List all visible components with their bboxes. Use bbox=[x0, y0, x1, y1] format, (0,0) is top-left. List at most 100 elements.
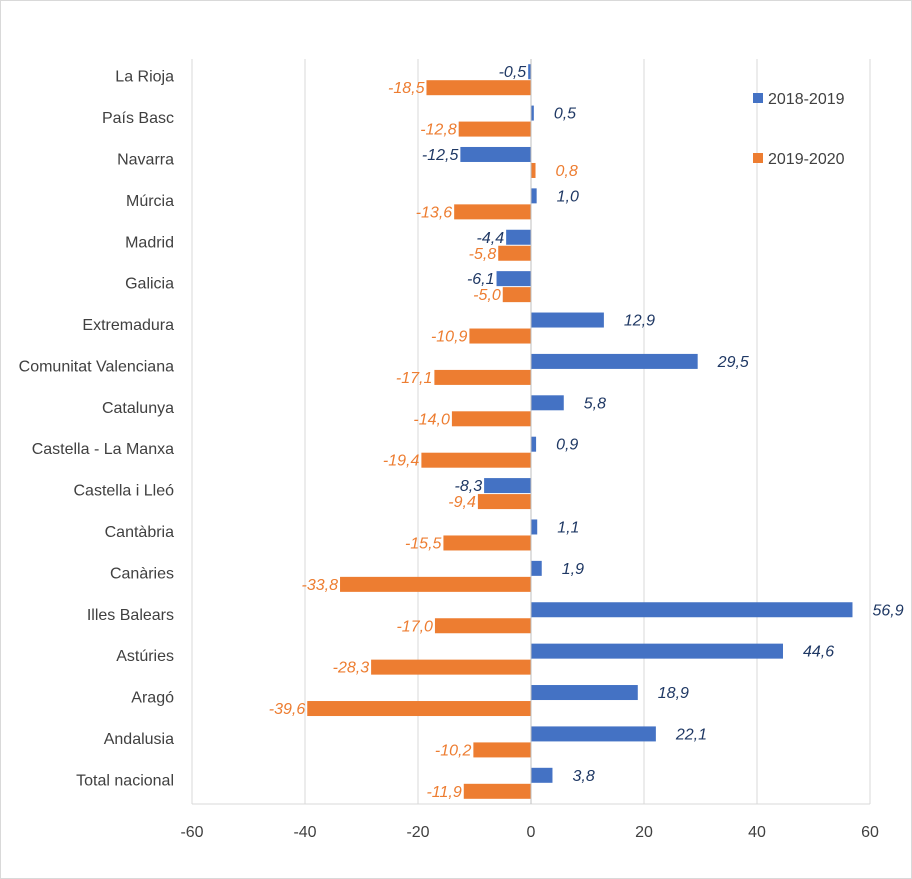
category-label: Andalusia bbox=[104, 731, 174, 748]
bar-2018-2019 bbox=[531, 105, 534, 121]
x-tick-label: 60 bbox=[861, 824, 879, 841]
bar-2019-2020 bbox=[498, 245, 531, 261]
x-tick-label: -60 bbox=[180, 824, 203, 841]
category-label: Castella - La Manxa bbox=[32, 441, 174, 458]
data-label: -6,1 bbox=[467, 271, 495, 288]
bar-2019-2020 bbox=[502, 287, 531, 303]
bar-2018-2019 bbox=[460, 146, 531, 162]
bar-2019-2020 bbox=[443, 535, 531, 551]
category-label: La Rioja bbox=[115, 69, 174, 86]
legend-label: 2018-2019 bbox=[768, 91, 845, 108]
data-label: -5,8 bbox=[469, 246, 497, 263]
data-label: 29,5 bbox=[717, 354, 749, 371]
bar-2018-2019 bbox=[531, 188, 537, 204]
legend-swatch bbox=[753, 93, 763, 103]
category-label: Extremadura bbox=[82, 317, 174, 334]
bar-2019-2020 bbox=[434, 618, 531, 634]
bar-2018-2019 bbox=[531, 560, 542, 576]
category-label: Total nacional bbox=[76, 772, 174, 789]
data-label: -13,6 bbox=[416, 204, 453, 221]
category-label: Madrid bbox=[125, 234, 174, 251]
data-label: -15,5 bbox=[405, 535, 442, 552]
x-tick-label: 0 bbox=[527, 824, 536, 841]
data-label: 3,8 bbox=[572, 768, 594, 785]
data-label: -39,6 bbox=[269, 701, 306, 718]
bar-2019-2020 bbox=[477, 494, 531, 510]
bar-2018-2019 bbox=[531, 685, 638, 701]
bar-2018-2019 bbox=[531, 436, 537, 452]
data-label: -17,0 bbox=[396, 618, 433, 635]
data-label: -0,5 bbox=[499, 64, 527, 81]
data-label: 1,0 bbox=[557, 188, 579, 205]
bar-2019-2020 bbox=[454, 204, 531, 220]
bar-2018-2019 bbox=[531, 395, 564, 411]
category-label: Castella i Lleó bbox=[74, 483, 175, 500]
data-label: -5,0 bbox=[473, 287, 501, 304]
data-label: 0,5 bbox=[554, 106, 576, 123]
data-label: -11,9 bbox=[426, 784, 461, 801]
data-label: -33,8 bbox=[302, 577, 339, 594]
bar-2019-2020 bbox=[421, 452, 531, 468]
category-label: Astúries bbox=[116, 648, 174, 665]
data-label: 12,9 bbox=[624, 313, 655, 330]
data-label: 0,8 bbox=[556, 163, 578, 180]
bar-2019-2020 bbox=[463, 783, 531, 799]
x-tick-label: -40 bbox=[293, 824, 316, 841]
data-label: -12,5 bbox=[422, 147, 459, 164]
bar-2018-2019 bbox=[531, 602, 853, 618]
data-label: 0,9 bbox=[556, 437, 578, 454]
data-label: 18,9 bbox=[658, 685, 689, 702]
data-label: 5,8 bbox=[584, 395, 606, 412]
category-label: Aragó bbox=[131, 690, 174, 707]
bar-2018-2019 bbox=[531, 767, 553, 783]
bar-2018-2019 bbox=[531, 353, 698, 369]
data-label: -28,3 bbox=[333, 660, 370, 677]
bar-2018-2019 bbox=[506, 229, 531, 245]
legend-label: 2019-2020 bbox=[768, 151, 845, 168]
bar-2018-2019 bbox=[531, 643, 783, 659]
data-label: -14,0 bbox=[413, 411, 450, 428]
bar-2019-2020 bbox=[473, 742, 531, 758]
category-label: Múrcia bbox=[126, 193, 174, 210]
bar-2019-2020 bbox=[426, 80, 531, 96]
x-tick-label: 20 bbox=[635, 824, 653, 841]
bar-2019-2020 bbox=[458, 121, 531, 137]
category-label: Illes Balears bbox=[87, 607, 174, 624]
bar-2018-2019 bbox=[531, 519, 538, 535]
data-label: -10,9 bbox=[431, 329, 468, 346]
bar-2019-2020 bbox=[371, 659, 531, 675]
bar-2018-2019 bbox=[496, 271, 531, 287]
data-label: -12,8 bbox=[420, 122, 457, 139]
category-label: Galicia bbox=[125, 276, 174, 293]
data-label: -4,4 bbox=[477, 230, 505, 247]
bar-2019-2020 bbox=[340, 576, 531, 592]
data-label: -18,5 bbox=[388, 80, 425, 97]
legend-swatch bbox=[753, 153, 763, 163]
category-label: Comunitat Valenciana bbox=[19, 358, 174, 375]
data-label: -8,3 bbox=[455, 478, 483, 495]
category-label: Navarra bbox=[117, 151, 174, 168]
bar-2019-2020 bbox=[469, 328, 531, 344]
data-label: 1,1 bbox=[557, 519, 579, 536]
bar-2019-2020 bbox=[307, 701, 531, 717]
data-label: 1,9 bbox=[562, 561, 584, 578]
bar-2019-2020 bbox=[451, 411, 531, 427]
bar-2019-2020 bbox=[531, 162, 536, 178]
category-label: Catalunya bbox=[102, 400, 174, 417]
data-label: -9,4 bbox=[448, 494, 476, 511]
data-label: -10,2 bbox=[435, 742, 472, 759]
category-label: Canàries bbox=[110, 565, 174, 582]
bar-2018-2019 bbox=[531, 312, 604, 328]
data-label: 56,9 bbox=[872, 602, 903, 619]
bar-2018-2019 bbox=[528, 64, 531, 80]
bar-2018-2019 bbox=[531, 726, 656, 742]
data-label: -17,1 bbox=[396, 370, 432, 387]
category-label: Cantàbria bbox=[105, 524, 174, 541]
data-label: -19,4 bbox=[383, 453, 420, 470]
bar-2018-2019 bbox=[484, 478, 531, 494]
x-tick-label: 40 bbox=[748, 824, 766, 841]
data-label: 44,6 bbox=[803, 644, 834, 661]
bar-2019-2020 bbox=[434, 369, 531, 385]
